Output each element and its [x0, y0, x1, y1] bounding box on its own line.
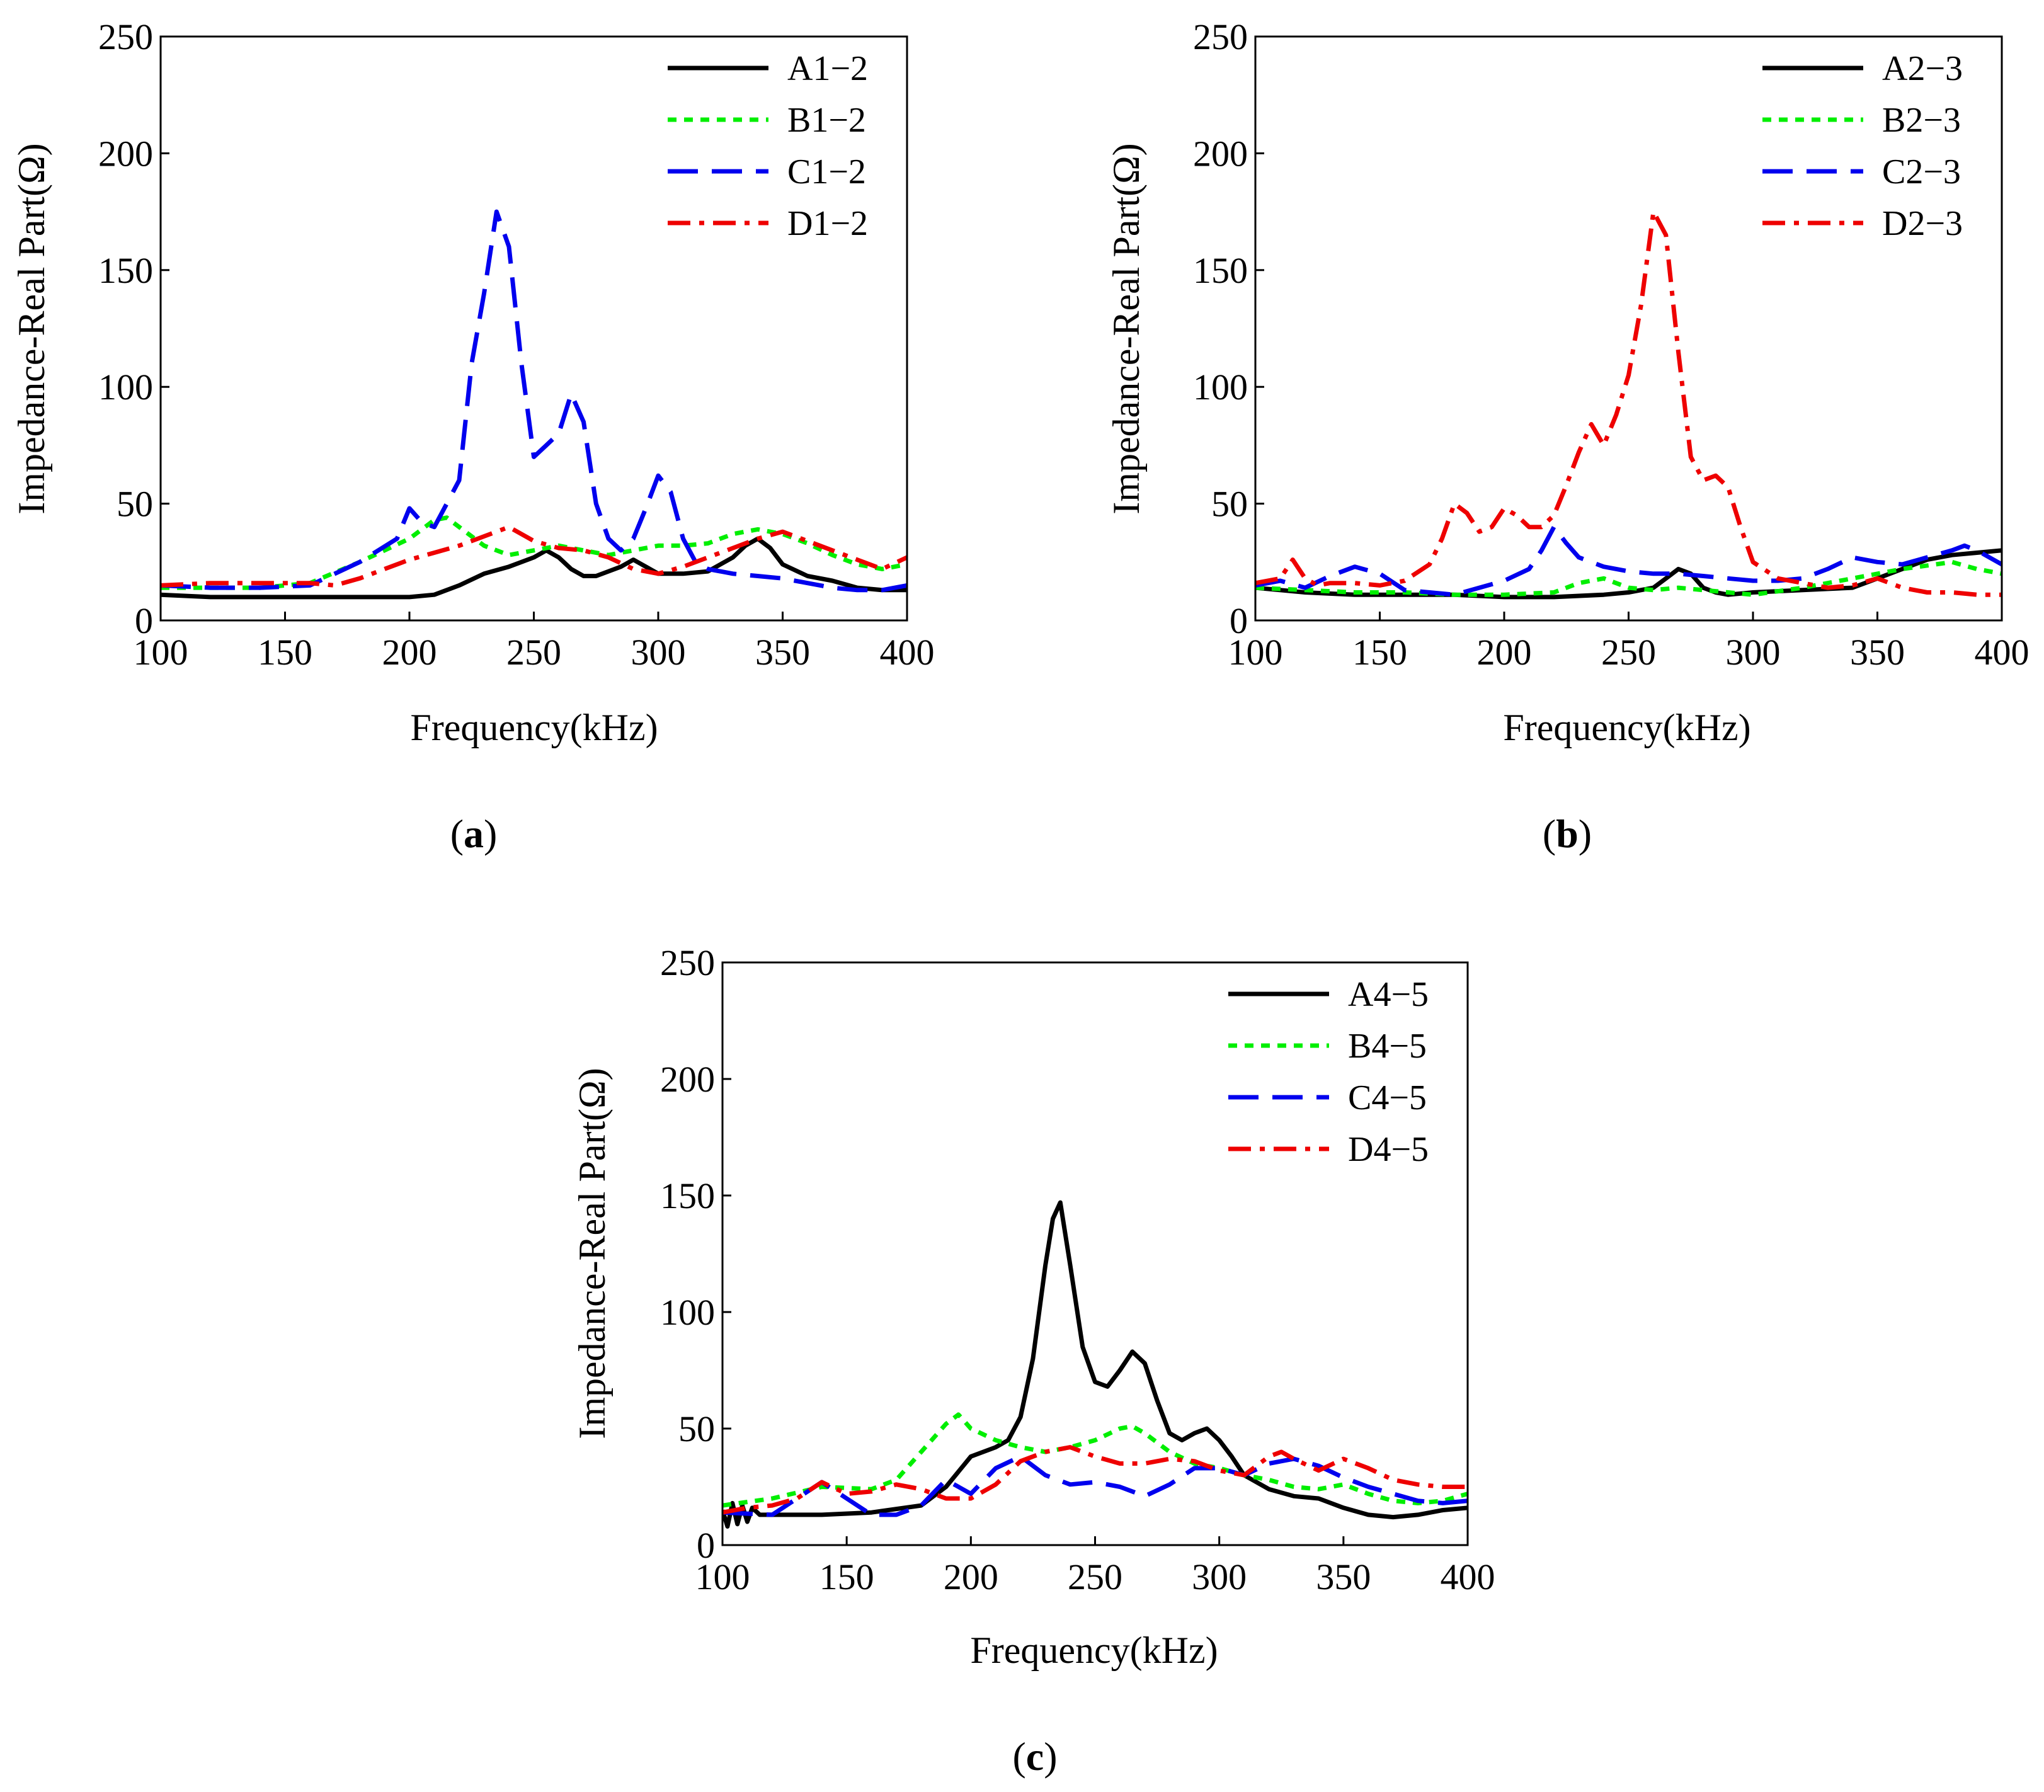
- x-tick-label: 300: [1726, 632, 1781, 673]
- y-tick-label: 50: [678, 1408, 715, 1449]
- y-axis-title: Impedance-Real Part(Ω): [1105, 143, 1147, 514]
- series-group: [722, 1200, 1468, 1529]
- y-tick-label: 250: [1193, 16, 1248, 57]
- legend-label: B4−5: [1348, 1027, 1427, 1066]
- y-tick-label: 150: [660, 1175, 715, 1216]
- y-tick-label: 200: [1193, 133, 1248, 174]
- series-line-C4−5: [722, 1454, 1468, 1517]
- legend-label: C1−2: [787, 152, 866, 191]
- legend-label: D1−2: [787, 204, 868, 243]
- x-tick-label: 200: [382, 632, 437, 673]
- x-tick-label: 350: [1850, 632, 1905, 673]
- series-line-D2−3: [1255, 209, 2002, 597]
- x-tick-label: 250: [1601, 632, 1656, 673]
- y-tick-label: 250: [98, 16, 153, 57]
- y-tick-label: 0: [697, 1525, 715, 1566]
- series-line-A4−5: [722, 1200, 1468, 1529]
- legend: A2−3 B2−3 C2−3 D2−3: [1762, 49, 1963, 243]
- legend-label: A1−2: [787, 49, 868, 88]
- chart-panel-a: 100 150 200 250 300 350 400 0 50 100 150 200 250 A1−2…: [11, 16, 935, 856]
- chart-panel-c: 100 150 200 250 300 350 400 0 50 100 150 200 250 A4−5…: [571, 942, 1495, 1779]
- series-line-D1−2: [161, 525, 907, 588]
- x-tick-label: 400: [880, 632, 935, 673]
- x-tick-label: 350: [755, 632, 810, 673]
- series-line-B1−2: [161, 515, 907, 590]
- legend-label: A2−3: [1882, 49, 1963, 88]
- series-line-B4−5: [722, 1412, 1468, 1508]
- y-tick-label: 100: [660, 1292, 715, 1333]
- y-tick-label: 50: [1211, 484, 1248, 525]
- y-tick-label: 150: [1193, 250, 1248, 291]
- x-tick-label: 250: [506, 632, 561, 673]
- x-axis-title: Frequency(kHz): [1503, 707, 1750, 748]
- panel-caption: (c): [1012, 1734, 1057, 1779]
- y-tick-label: 200: [660, 1059, 715, 1100]
- y-tick-label: 0: [1230, 600, 1248, 641]
- legend-label: B1−2: [787, 101, 866, 140]
- legend-label: C4−5: [1348, 1078, 1427, 1117]
- x-tick-label: 100: [1228, 632, 1283, 673]
- y-tick-label: 200: [98, 133, 153, 174]
- legend: A1−2 B1−2 C1−2 D1−2: [668, 49, 868, 243]
- panel-caption: (a): [450, 811, 498, 856]
- plot-area: 100 150 200 250 300 350 400 0 50 100 150 200 250 A1−2…: [98, 16, 935, 673]
- chart-panel-b: 100 150 200 250 300 350 400 0 50 100 150 200 250 A2−3…: [1105, 16, 2030, 856]
- x-tick-label: 150: [819, 1556, 874, 1597]
- plot-area: 100 150 200 250 300 350 400 0 50 100 150 200 250 A2−3…: [1193, 16, 2030, 673]
- series-line-D4−5: [722, 1445, 1468, 1515]
- y-tick-label: 0: [135, 600, 153, 641]
- x-tick-label: 150: [1352, 632, 1407, 673]
- x-tick-label: 350: [1316, 1556, 1371, 1597]
- x-tick-label: 200: [944, 1556, 998, 1597]
- legend: A4−5 B4−5 C4−5 D4−5: [1228, 975, 1429, 1169]
- x-tick-label: 150: [258, 632, 312, 673]
- x-tick-label: 100: [134, 632, 188, 673]
- y-tick-label: 150: [98, 250, 153, 291]
- panel-caption: (b): [1543, 811, 1592, 856]
- y-tick-label: 50: [117, 484, 153, 525]
- x-tick-label: 100: [695, 1556, 750, 1597]
- x-tick-label: 300: [631, 632, 686, 673]
- y-tick-label: 100: [98, 367, 153, 408]
- series-line-C2−3: [1255, 525, 2002, 597]
- legend-label: C2−3: [1882, 152, 1961, 191]
- series-group: [161, 209, 907, 600]
- x-tick-label: 250: [1068, 1556, 1122, 1597]
- y-axis-title: Impedance-Real Part(Ω): [11, 143, 52, 514]
- x-tick-label: 300: [1192, 1556, 1247, 1597]
- legend-label: A4−5: [1348, 975, 1429, 1014]
- legend-label: B2−3: [1882, 101, 1961, 140]
- series-group: [1255, 209, 2002, 600]
- panel-caption-letter: c: [1026, 1734, 1044, 1779]
- legend-label: D2−3: [1882, 204, 1963, 243]
- panel-caption-letter: a: [464, 811, 484, 856]
- y-tick-label: 100: [1193, 367, 1248, 408]
- x-tick-label: 400: [1975, 632, 2030, 673]
- x-tick-label: 400: [1441, 1556, 1495, 1597]
- plot-area: 100 150 200 250 300 350 400 0 50 100 150 200 250 A4−5…: [660, 942, 1495, 1597]
- series-line-A1−2: [161, 536, 907, 600]
- x-axis-title: Frequency(kHz): [970, 1629, 1218, 1671]
- legend-label: D4−5: [1348, 1130, 1429, 1169]
- x-tick-label: 200: [1477, 632, 1532, 673]
- x-axis-title: Frequency(kHz): [410, 707, 658, 748]
- series-line-C1−2: [161, 209, 907, 593]
- panel-caption-letter: b: [1556, 811, 1579, 856]
- y-tick-label: 250: [660, 942, 715, 983]
- y-axis-title: Impedance-Real Part(Ω): [571, 1068, 613, 1439]
